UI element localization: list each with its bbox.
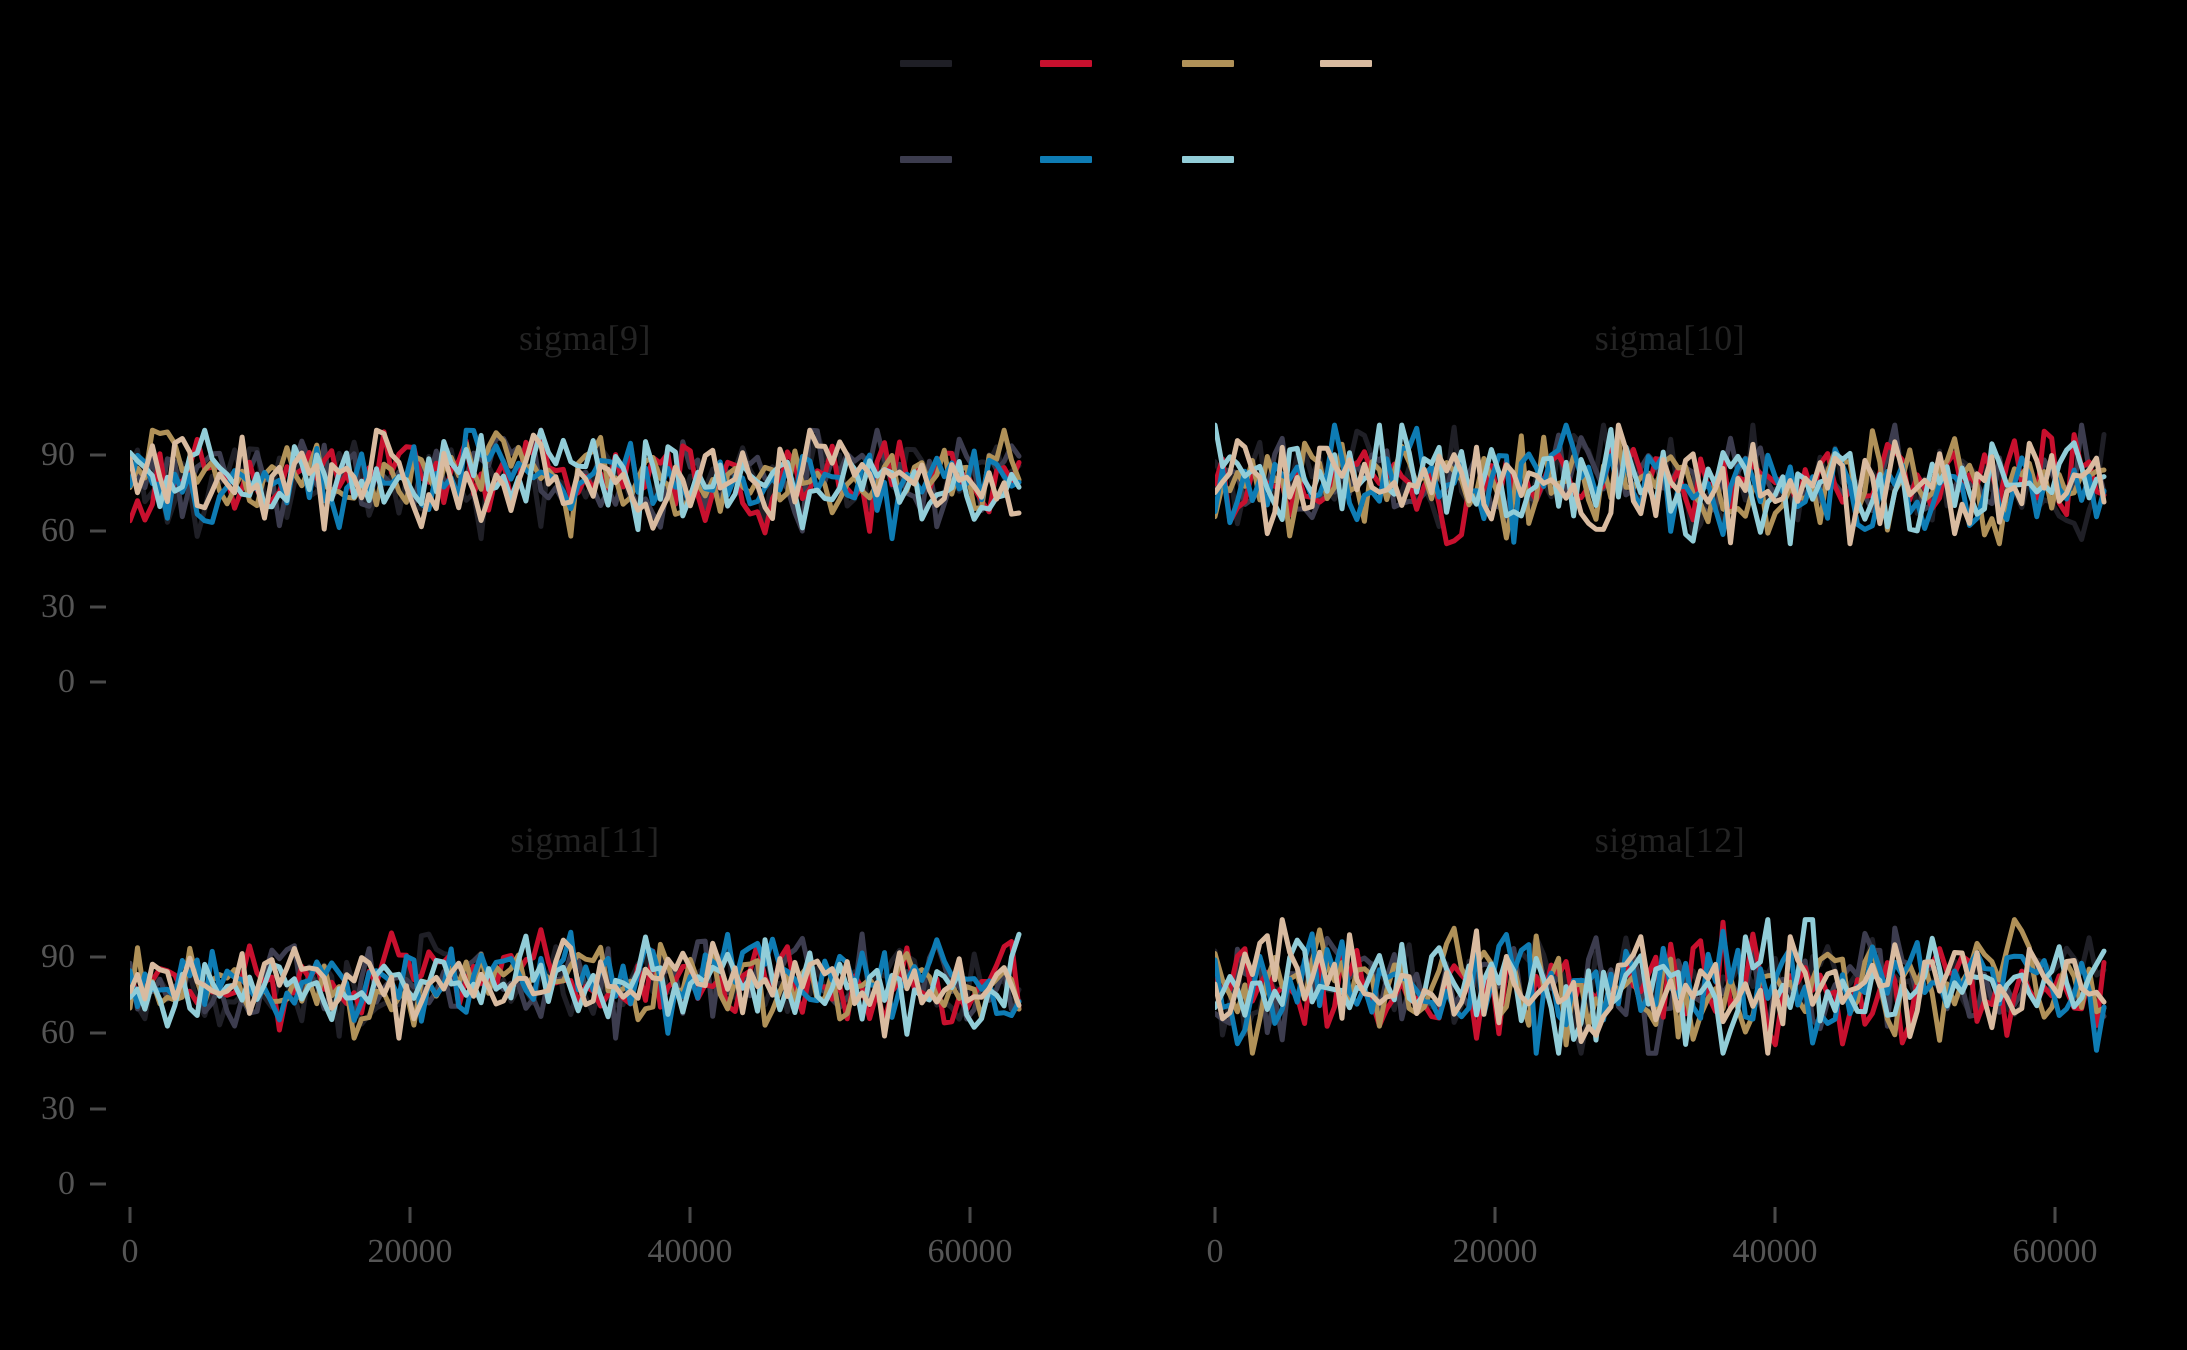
panel-sigma-9: sigma[9]	[130, 320, 1040, 695]
y-tick-label: 60	[41, 1014, 75, 1052]
y-tick-label: 0	[58, 663, 75, 701]
legend-key-chain-4[interactable]	[1320, 60, 1382, 67]
legend-key-chain-5[interactable]	[900, 156, 962, 163]
x-tick-mark	[1773, 1207, 1777, 1223]
trace-line-chain-3	[1215, 917, 2107, 1056]
x-tick-mark	[1493, 1207, 1497, 1223]
x-tick-label: 0	[121, 1233, 139, 1270]
trace-line-chain-7	[130, 427, 1022, 533]
y-tick-mark	[90, 955, 106, 959]
panel-sigma-11-plot-area	[130, 912, 1040, 1197]
legend-key-chain-1[interactable]	[900, 60, 962, 67]
trace-line-chain-4	[1215, 917, 2107, 1056]
y-tick-label: 90	[41, 436, 75, 474]
panel-sigma-12-title: sigma[12]	[1594, 820, 1746, 860]
panel-sigma-9-plot-area	[130, 410, 1040, 695]
legend-key-chain-2[interactable]	[1040, 60, 1102, 67]
legend-key-chain-6[interactable]	[1040, 156, 1102, 163]
trace-line-chain-7	[130, 931, 1022, 1037]
panel-sigma-12: sigma[12]	[1215, 822, 2125, 1197]
panel-sigma-10: sigma[10]	[1215, 320, 2125, 695]
y-tick-mark	[90, 1107, 106, 1111]
x-tick-mark	[1213, 1207, 1217, 1223]
panel-sigma-11: sigma[11]	[130, 822, 1040, 1197]
x-tick-mark	[408, 1207, 412, 1223]
y-tick-label: 60	[41, 512, 75, 550]
legend-swatch-chain-7	[1182, 156, 1234, 163]
x-tick-label: 0	[1206, 1233, 1224, 1270]
y-tick-label: 30	[41, 587, 75, 625]
panel-sigma-10-plot-area	[1215, 410, 2125, 695]
legend-swatch-chain-5	[900, 156, 952, 163]
trace-line-chain-4	[130, 937, 1022, 1041]
x-tick-mark	[688, 1207, 692, 1223]
panel-sigma-11-title: sigma[11]	[510, 820, 660, 860]
y-tick-label: 90	[41, 938, 75, 976]
legend-swatch-chain-1	[900, 60, 952, 67]
x-tick-mark	[2053, 1207, 2057, 1223]
panel-sigma-9-title: sigma[9]	[519, 318, 651, 358]
x-tick-label: 20000	[367, 1233, 453, 1270]
x-tick-label: 60000	[927, 1233, 1013, 1270]
x-tick-label: 40000	[1732, 1233, 1818, 1270]
trace-line-chain-4	[130, 427, 1022, 532]
panel-sigma-12-plot-area	[1215, 912, 2125, 1197]
y-tick-mark	[90, 453, 106, 457]
x-tick-label: 40000	[647, 1233, 733, 1270]
trace-line-chain-4	[1215, 422, 2107, 547]
y-tick-mark	[90, 1182, 106, 1186]
x-tick-label: 60000	[2012, 1233, 2098, 1270]
y-tick-mark	[90, 529, 106, 533]
chain-legend	[900, 60, 1460, 190]
x-tick-mark	[968, 1207, 972, 1223]
y-tick-label: 30	[41, 1089, 75, 1127]
y-tick-mark	[90, 605, 106, 609]
x-tick-mark	[128, 1207, 132, 1223]
x-tick-label: 20000	[1452, 1233, 1538, 1270]
y-tick-mark	[90, 1031, 106, 1035]
legend-swatch-chain-3	[1182, 60, 1234, 67]
legend-swatch-chain-6	[1040, 156, 1092, 163]
legend-swatch-chain-2	[1040, 60, 1092, 67]
y-tick-mark	[90, 680, 106, 684]
legend-key-chain-7[interactable]	[1182, 156, 1244, 163]
y-tick-label: 0	[58, 1165, 75, 1203]
panel-sigma-10-title: sigma[10]	[1594, 318, 1746, 358]
legend-swatch-chain-4	[1320, 60, 1372, 67]
legend-key-chain-3[interactable]	[1182, 60, 1244, 67]
